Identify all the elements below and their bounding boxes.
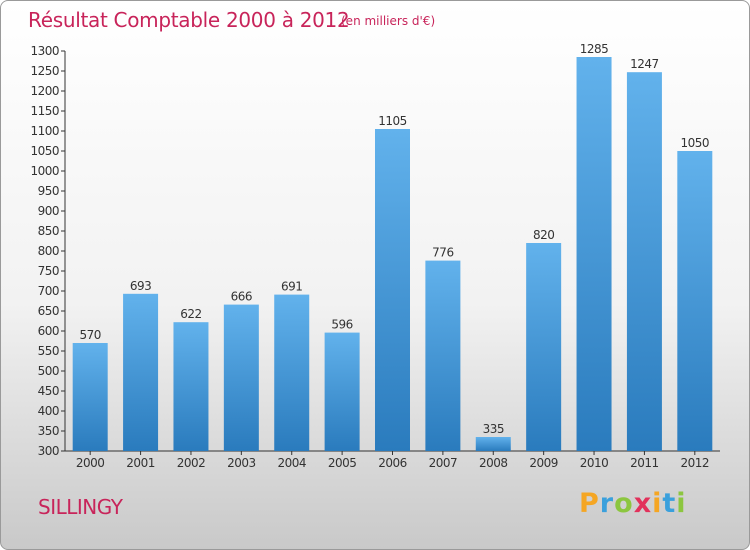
x-tick-label: 2007 <box>429 456 458 470</box>
y-tick-label: 400 <box>38 404 59 418</box>
y-tick-label: 900 <box>38 204 59 218</box>
x-tick-label: 2010 <box>580 456 609 470</box>
data-label: 570 <box>79 328 100 342</box>
logo-letter: o <box>614 488 634 519</box>
data-label: 693 <box>130 279 151 293</box>
y-tick-label: 1200 <box>30 84 59 98</box>
x-tick-label: 2009 <box>529 456 558 470</box>
bar-2010 <box>576 57 612 451</box>
data-label: 596 <box>331 318 352 332</box>
y-tick-label: 1250 <box>30 64 59 78</box>
data-label: 335 <box>483 422 504 436</box>
data-label: 1050 <box>681 136 710 150</box>
y-tick-label: 1300 <box>30 44 59 58</box>
commune-name: SILLINGY <box>38 495 123 519</box>
y-tick-label: 1000 <box>30 164 59 178</box>
data-label: 776 <box>432 246 453 260</box>
data-label: 666 <box>231 290 252 304</box>
x-tick-label: 2012 <box>681 456 710 470</box>
logo-letter: i <box>676 488 687 519</box>
chart-axes: 300 350 400 450 500 550 600 650 700 750 800 850 900 9… <box>30 44 720 458</box>
y-tick-label: 700 <box>38 284 59 298</box>
y-tick-label: 800 <box>38 244 59 258</box>
bar-2008 <box>475 437 511 451</box>
x-tick-label: 2000 <box>76 456 105 470</box>
x-tick-label: 2008 <box>479 456 508 470</box>
bar-2003 <box>223 304 259 451</box>
y-tick-label: 300 <box>38 444 59 458</box>
x-tick-label: 2004 <box>277 456 306 470</box>
bar-2009 <box>526 243 562 451</box>
chart-bars <box>72 57 713 451</box>
logo-letter: t <box>662 488 677 519</box>
y-tick-label: 1100 <box>30 124 59 138</box>
y-tick-label: 600 <box>38 324 59 338</box>
data-label: 691 <box>281 280 302 294</box>
y-tick-label: 1150 <box>30 104 59 118</box>
bar-2006 <box>375 129 410 451</box>
logo-letter: P <box>579 488 600 519</box>
bar-2012 <box>677 151 713 451</box>
y-tick-label: 550 <box>38 344 59 358</box>
x-tick-label: 2002 <box>177 456 206 470</box>
y-tick-label: 850 <box>38 224 59 238</box>
x-tick-label: 2003 <box>227 456 256 470</box>
logo-letter: i <box>652 488 663 519</box>
x-tick-label: 2006 <box>378 456 407 470</box>
bar-2011 <box>626 72 662 451</box>
bar-2007 <box>425 260 461 451</box>
chart-unit-note: (en milliers d'€) <box>341 14 436 28</box>
y-tick-label: 450 <box>38 384 59 398</box>
bar-2002 <box>173 322 209 451</box>
logo-letter: x <box>633 488 653 519</box>
data-label: 1247 <box>630 57 659 71</box>
data-label: 622 <box>180 307 201 321</box>
data-label: 1105 <box>378 114 407 128</box>
y-tick-label: 350 <box>38 424 59 438</box>
x-tick-label: 2005 <box>328 456 357 470</box>
x-tick-label: 2011 <box>630 456 659 470</box>
bar-2004 <box>274 294 310 451</box>
x-tick-label: 2001 <box>126 456 155 470</box>
chart-labels: 2000 570 2001 693 2002 622 2003 666 2004 691 2005 5… <box>76 42 710 470</box>
y-tick-label: 750 <box>38 264 59 278</box>
logo-letter: r <box>599 488 615 519</box>
bar-2005 <box>324 332 360 451</box>
chart-title: Résultat Comptable 2000 à 2012 <box>28 8 350 32</box>
y-tick-label: 500 <box>38 364 59 378</box>
bar-2000 <box>72 343 108 451</box>
y-tick-label: 650 <box>38 304 59 318</box>
bar-2001 <box>123 293 159 451</box>
data-label: 820 <box>533 228 554 242</box>
proxiti-logo: Proxiti <box>579 488 687 519</box>
data-label: 1285 <box>580 42 609 56</box>
y-tick-label: 1050 <box>30 144 59 158</box>
y-tick-label: 950 <box>38 184 59 198</box>
